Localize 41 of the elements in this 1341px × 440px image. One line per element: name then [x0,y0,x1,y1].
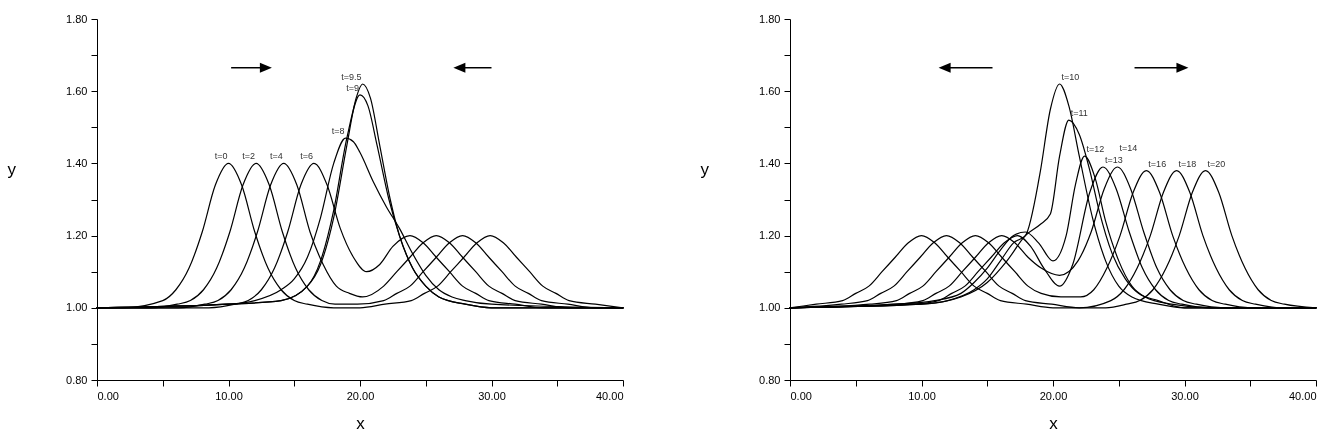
x-tick-label: 10.00 [908,389,936,402]
series-label: t=11 [1070,108,1088,119]
y-tick-label: 1.60 [759,84,781,97]
y-axis-title: y [700,159,710,179]
y-axis-title: y [7,159,17,179]
x-tick-label: 30.00 [1171,389,1199,402]
y-tick-label: 1.20 [66,229,88,242]
y-tick-label: 1.40 [66,156,88,169]
x-tick-label: 20.00 [1039,389,1068,402]
series-label: t=9.5 [341,71,362,82]
series-label: t=10 [1061,71,1080,82]
x-tick-label: 30.00 [478,389,506,402]
series-label: t=20 [1207,158,1226,169]
x-tick-label: 20.00 [346,389,375,402]
series-label: t=13 [1104,155,1123,166]
y-tick-label: 1.20 [759,229,781,242]
x-tick-label: 40.00 [1288,389,1317,402]
y-tick-label: 1.00 [759,301,781,314]
series-label: t=8 [331,126,345,137]
y-tick-label: 0.80 [759,373,781,386]
x-tick-label: 40.00 [595,389,624,402]
y-tick-label: 1.80 [759,12,781,25]
y-tick-label: 1.40 [759,156,781,169]
y-tick-label: 1.80 [66,12,88,25]
x-tick-label: 10.00 [215,389,243,402]
series-label: t=0 [214,151,228,162]
series-label: t=18 [1178,158,1197,169]
y-tick-label: 1.60 [66,84,88,97]
y-tick-label: 0.80 [66,373,88,386]
series-label: t=4 [269,151,283,162]
series-label: t=14 [1119,143,1138,154]
series-label: t=12 [1086,144,1105,155]
x-axis-title: x [1049,413,1059,433]
x-axis-title: x [356,413,366,433]
x-tick-label: 0.00 [790,389,812,402]
series-label: t=16 [1148,158,1167,169]
y-tick-label: 1.00 [66,301,88,314]
series-label: t=6 [300,151,313,162]
series-label: t=9 [346,82,359,93]
series-label: t=2 [242,151,256,162]
x-tick-label: 0.00 [97,389,119,402]
